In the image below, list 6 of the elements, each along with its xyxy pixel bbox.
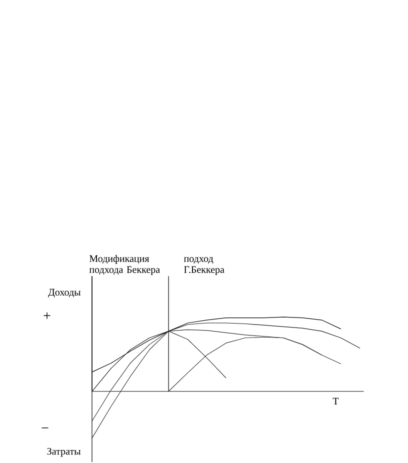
text: Затраты <box>47 448 81 457</box>
text: подход Г.Беккера <box>184 257 224 275</box>
x-axis-title: T <box>332 398 339 404</box>
text: Модификация подхода Беккера <box>89 254 160 275</box>
text: + <box>44 312 50 319</box>
text: Доходы <box>48 288 81 298</box>
